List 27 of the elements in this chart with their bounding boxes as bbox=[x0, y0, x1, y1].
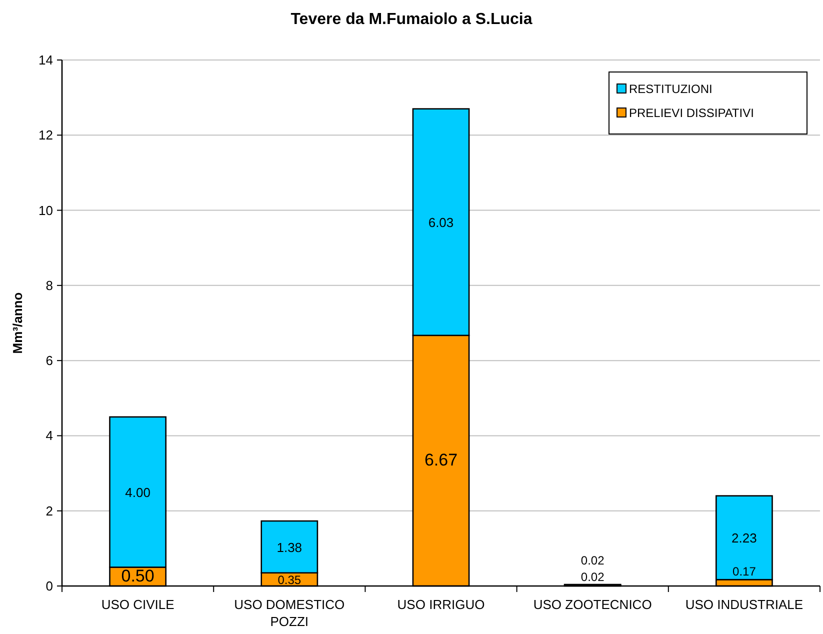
y-tick-label: 14 bbox=[38, 52, 53, 68]
legend-label: PRELIEVI DISSIPATIVI bbox=[629, 106, 754, 120]
data-label: 6.03 bbox=[428, 215, 454, 230]
data-label: 0.50 bbox=[121, 566, 154, 586]
data-label: 4.00 bbox=[125, 485, 150, 500]
y-tick-label: 8 bbox=[46, 278, 53, 293]
x-tick-label: USO IRRIGUO bbox=[397, 597, 485, 612]
y-tick-label: 2 bbox=[46, 503, 53, 518]
data-label: 1.38 bbox=[276, 540, 302, 555]
data-label: 0.02 bbox=[580, 553, 605, 568]
legend-label: RESTITUZIONI bbox=[629, 82, 712, 96]
y-tick-label: 12 bbox=[38, 128, 53, 143]
y-axis-title: Mm³/anno bbox=[10, 292, 25, 354]
data-label: 0.02 bbox=[580, 570, 605, 584]
x-tick-label: USO DOMESTICO POZZI bbox=[234, 597, 345, 629]
data-label: 0.35 bbox=[278, 572, 302, 587]
x-tick-label: USO INDUSTRIALE bbox=[685, 597, 804, 612]
x-tick-label: USO CIVILE bbox=[101, 597, 175, 612]
chart-title: Tevere da M.Fumaiolo a S.Lucia bbox=[290, 11, 532, 28]
y-tick-label: 6 bbox=[46, 353, 53, 368]
x-tick-label: USO ZOOTECNICO bbox=[533, 597, 652, 612]
y-tick-label: 10 bbox=[38, 202, 53, 218]
y-tick-label: 0 bbox=[46, 578, 53, 594]
y-tick-label: 4 bbox=[46, 428, 53, 444]
data-label: 0.17 bbox=[732, 564, 756, 579]
data-label: 6.67 bbox=[424, 450, 458, 470]
data-label: 2.23 bbox=[732, 530, 757, 546]
